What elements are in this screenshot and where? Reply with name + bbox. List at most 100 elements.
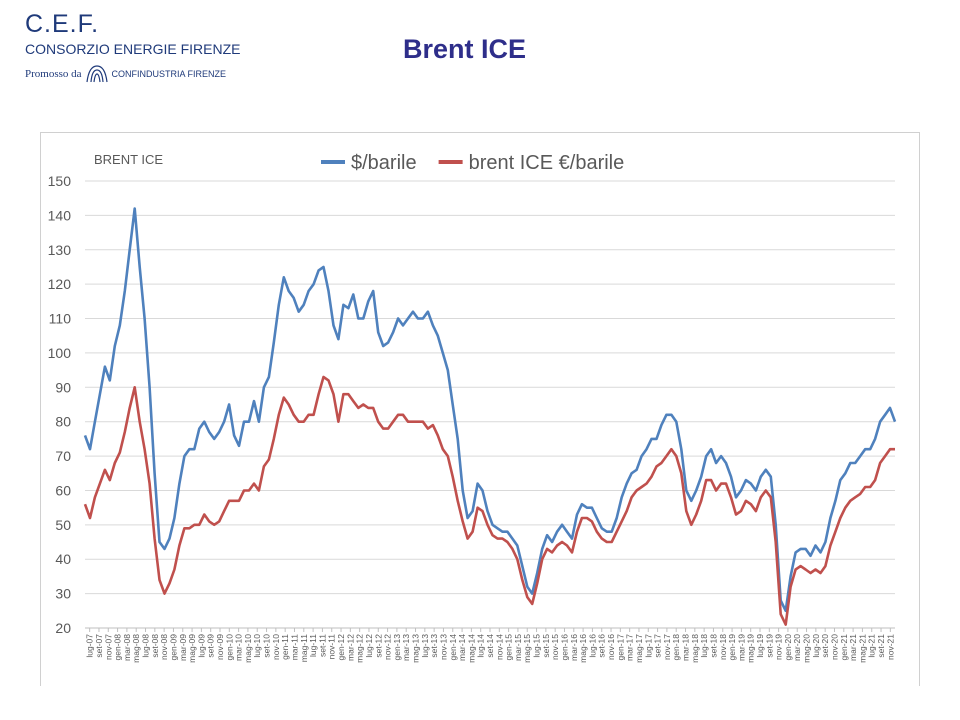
x-tick-label: mar-17 [625,634,635,661]
x-tick-label: mag-17 [634,634,644,663]
x-tick-label: nov-08 [159,634,169,660]
x-tick-label: gen-16 [559,634,569,661]
x-tick-label: set-13 [429,634,439,658]
logo-title: C.E.F. [25,10,100,38]
x-tick-label: mar-20 [792,634,802,661]
x-tick-label: lug-07 [85,634,95,658]
x-tick-label: gen-17 [615,634,625,661]
x-tick-label: mar-12 [345,634,355,661]
x-tick-label: mag-21 [857,634,867,663]
promo-text: Promosso da [25,68,82,80]
x-tick-label: mar-21 [848,634,858,661]
x-tick-label: gen-11 [280,634,290,660]
x-tick-label: mag-20 [802,634,812,663]
x-tick-label: nov-17 [662,634,672,660]
legend-label: brent ICE €/barile [469,152,625,174]
page-title: Brent ICE [403,34,527,64]
y-tick-label: 140 [48,207,72,223]
x-tick-label: nov-09 [215,634,225,660]
y-tick-label: 30 [55,586,71,602]
x-tick-label: lug-09 [196,634,206,658]
y-tick-label: 70 [55,448,71,464]
x-tick-label: lug-13 [420,634,430,658]
y-tick-label: 60 [55,482,71,498]
x-tick-label: nov-15 [550,634,560,660]
x-tick-label: lug-19 [755,634,765,658]
x-tick-label: set-21 [876,634,886,658]
x-tick-label: mag-19 [746,634,756,663]
y-tick-label: 40 [55,551,71,567]
x-tick-label: nov-19 [774,634,784,660]
x-tick-label: lug-21 [867,634,877,658]
x-tick-label: gen-08 [113,634,123,661]
x-tick-label: nov-20 [829,634,839,660]
y-tick-label: 50 [55,517,71,533]
x-tick-label: mar-11 [289,634,299,661]
x-tick-label: gen-15 [504,634,514,661]
x-tick-label: mar-19 [736,634,746,661]
x-tick-label: gen-21 [839,634,849,661]
x-tick-label: lug-16 [587,634,597,658]
x-tick-label: mar-09 [178,634,188,661]
x-tick-label: mag-11 [299,634,309,662]
x-tick-label: gen-10 [224,634,234,661]
y-axis: 20 30 40 50 60 70 80 90 100 110 120 130 140 150 [48,173,72,636]
x-tick-label: lug-20 [811,634,821,658]
y-tick-label: 80 [55,414,71,430]
x-tick-label: nov-21 [885,634,895,660]
legend-label: $/barile [351,152,417,174]
confindustria-icon [85,65,108,83]
series-lines [83,207,897,626]
x-tick-label: gen-13 [392,634,402,661]
promo-org: CONFINDUSTRIA FIRENZE [111,69,227,79]
x-tick-label: mar-08 [122,634,132,661]
y-tick-label: 150 [48,173,72,189]
x-tick-label: set-17 [653,634,663,658]
y-tick-label: 110 [49,311,72,327]
x-tick-label: set-14 [485,634,495,658]
chart-container: 20 30 40 50 60 70 80 90 100 110 120 130 140 150 lug-0… [40,132,920,686]
x-tick-label: set-15 [541,634,551,658]
y-tick-label: 20 [55,620,71,636]
series-line [83,375,895,626]
x-axis: lug-07 set-07 nov-07 gen-08 mar-08 mag-08 lug-… [85,627,895,663]
x-tick-label: gen-19 [727,634,737,661]
x-tick-label: mar-14 [457,634,467,661]
x-tick-label: lug-10 [252,634,262,658]
x-tick-label: nov-18 [718,634,728,660]
x-tick-label: mag-16 [578,634,588,663]
x-tick-label: mar-10 [234,634,244,661]
series-line [83,207,897,613]
y-tick-label: 120 [48,276,72,292]
x-tick-label: nov-14 [494,634,504,660]
x-tick-label: mag-10 [243,634,253,663]
x-tick-label: mar-13 [401,634,411,661]
x-tick-label: mag-12 [355,634,365,663]
x-tick-label: set-08 [150,634,160,658]
chart-title: BRENT ICE [94,152,163,167]
x-tick-label: set-18 [708,634,718,658]
x-tick-label: mar-16 [569,634,579,661]
x-tick-label: set-09 [206,634,216,658]
x-tick-label: nov-12 [383,634,393,660]
cef-logo: C.E.F. CONSORZIO ENERGIE FIRENZE Promoss… [25,10,240,84]
x-tick-label: gen-18 [671,634,681,661]
x-tick-label: set-10 [262,634,272,658]
x-tick-label: lug-14 [476,634,486,658]
x-tick-label: mag-18 [690,634,700,663]
x-tick-label: mar-15 [513,634,523,661]
x-tick-label: set-16 [597,634,607,658]
x-tick-label: nov-10 [271,634,281,660]
x-tick-label: mag-14 [466,634,476,663]
x-tick-label: mag-15 [522,634,532,663]
x-tick-label: lug-18 [699,634,709,658]
grid-lines [85,180,895,629]
x-tick-label: mag-13 [411,634,421,663]
y-tick-label: 100 [48,345,72,361]
x-tick-label: mar-18 [681,634,691,661]
x-tick-label: mag-09 [187,634,197,663]
x-tick-label: set-19 [764,634,774,658]
x-tick-label: lug-15 [532,634,542,658]
brent-chart: 20 30 40 50 60 70 80 90 100 110 120 130 140 150 lug-0… [48,152,897,663]
x-tick-label: lug-17 [643,634,653,658]
